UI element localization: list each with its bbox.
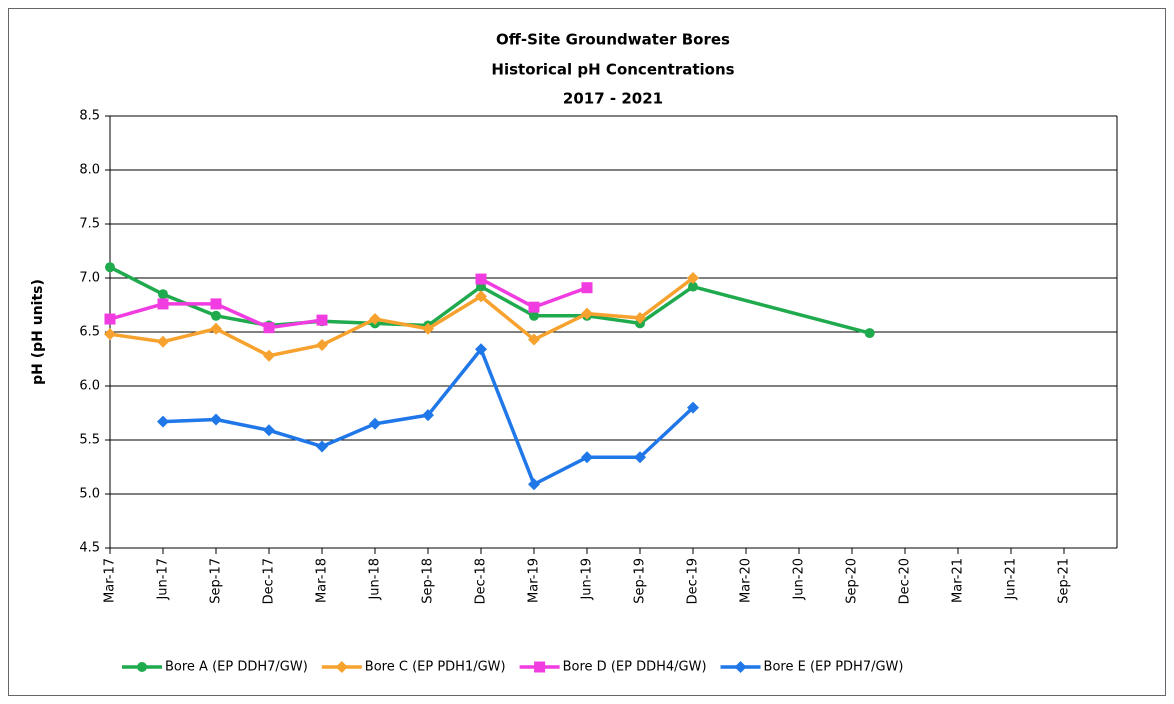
legend: Bore A (EP DDH7/GW) Bore C (EP PDH1/GW) Bo… <box>122 660 903 675</box>
y-tick-label: 4.5 <box>79 541 100 556</box>
marker <box>528 478 540 491</box>
x-tick-label: Mar-21 <box>951 558 966 603</box>
y-axis-title: pH (pH units) <box>30 279 46 385</box>
marker <box>422 409 434 422</box>
legend-label: Bore C (EP PDH1/GW) <box>365 660 506 675</box>
marker <box>158 289 168 300</box>
chart-title: 2017 - 2021 <box>563 90 663 108</box>
marker <box>581 307 593 320</box>
marker <box>475 290 487 303</box>
x-tick-label: Dec-18 <box>474 558 489 604</box>
marker <box>475 343 487 356</box>
marker <box>104 328 116 341</box>
marker <box>263 424 275 437</box>
x-tick-label: Dec-20 <box>898 558 913 604</box>
marker <box>688 281 698 292</box>
y-tick-label: 6.0 <box>79 379 100 394</box>
y-tick-label: 5.5 <box>79 433 100 448</box>
marker <box>687 401 699 414</box>
marker <box>369 417 381 430</box>
marker <box>734 661 747 673</box>
marker <box>634 311 646 324</box>
x-tick-label: Dec-17 <box>262 558 277 604</box>
legend-label: Bore D (EP DDH4/GW) <box>563 660 707 675</box>
marker <box>157 298 169 310</box>
chart-title: Historical pH Concentrations <box>491 61 734 79</box>
x-tick-label: Mar-17 <box>103 558 118 603</box>
y-tick-label: 8.5 <box>79 109 100 124</box>
marker <box>316 440 328 453</box>
marker <box>475 273 487 285</box>
series-line <box>109 276 695 358</box>
marker <box>137 662 147 672</box>
chart-frame <box>8 8 1166 696</box>
marker <box>210 322 222 335</box>
marker <box>210 298 222 310</box>
legend-label: Bore A (EP DDH7/GW) <box>165 660 308 675</box>
x-tick-label: Mar-20 <box>739 558 754 603</box>
marker <box>105 262 115 273</box>
marker <box>422 322 434 335</box>
x-tick-label: Sep-18 <box>421 558 436 604</box>
marker <box>528 333 540 346</box>
x-tick-label: Jun-17 <box>156 558 171 601</box>
marker <box>529 310 539 321</box>
marker <box>534 661 546 673</box>
x-tick-label: Sep-21 <box>1057 558 1072 604</box>
marker <box>335 661 348 673</box>
y-tick-label: 5.0 <box>79 487 100 502</box>
marker <box>369 313 381 326</box>
x-tick-label: Jun-19 <box>580 558 595 601</box>
marker <box>316 314 328 326</box>
x-tick-label: Jun-18 <box>368 558 383 601</box>
x-tick-label: Mar-18 <box>315 558 330 603</box>
marker <box>634 451 646 464</box>
x-tick-label: Sep-17 <box>209 558 224 604</box>
marker <box>687 272 699 284</box>
marker <box>263 349 275 362</box>
marker <box>104 313 116 325</box>
marker <box>211 310 221 321</box>
legend-label: Bore E (EP PDH7/GW) <box>764 660 904 675</box>
x-tick-label: Dec-19 <box>686 558 701 604</box>
marker <box>864 328 875 339</box>
x-tick-label: Mar-19 <box>527 558 542 603</box>
marker <box>157 415 169 428</box>
marker <box>263 322 275 334</box>
y-tick-label: 7.5 <box>79 217 100 232</box>
x-tick-label: Sep-19 <box>633 558 648 604</box>
marker <box>157 335 169 348</box>
x-tick-label: Sep-20 <box>845 558 860 604</box>
marker <box>210 413 222 426</box>
chart-title: Off-Site Groundwater Bores <box>496 31 730 49</box>
y-tick-label: 7.0 <box>79 271 100 286</box>
marker <box>581 451 593 464</box>
y-tick-label: 6.5 <box>79 325 100 340</box>
marker <box>316 338 328 351</box>
marker <box>528 301 540 313</box>
marker <box>581 282 593 294</box>
y-tick-label: 8.0 <box>79 163 100 178</box>
x-tick-label: Jun-20 <box>792 558 807 601</box>
x-tick-label: Jun-21 <box>1004 558 1019 601</box>
